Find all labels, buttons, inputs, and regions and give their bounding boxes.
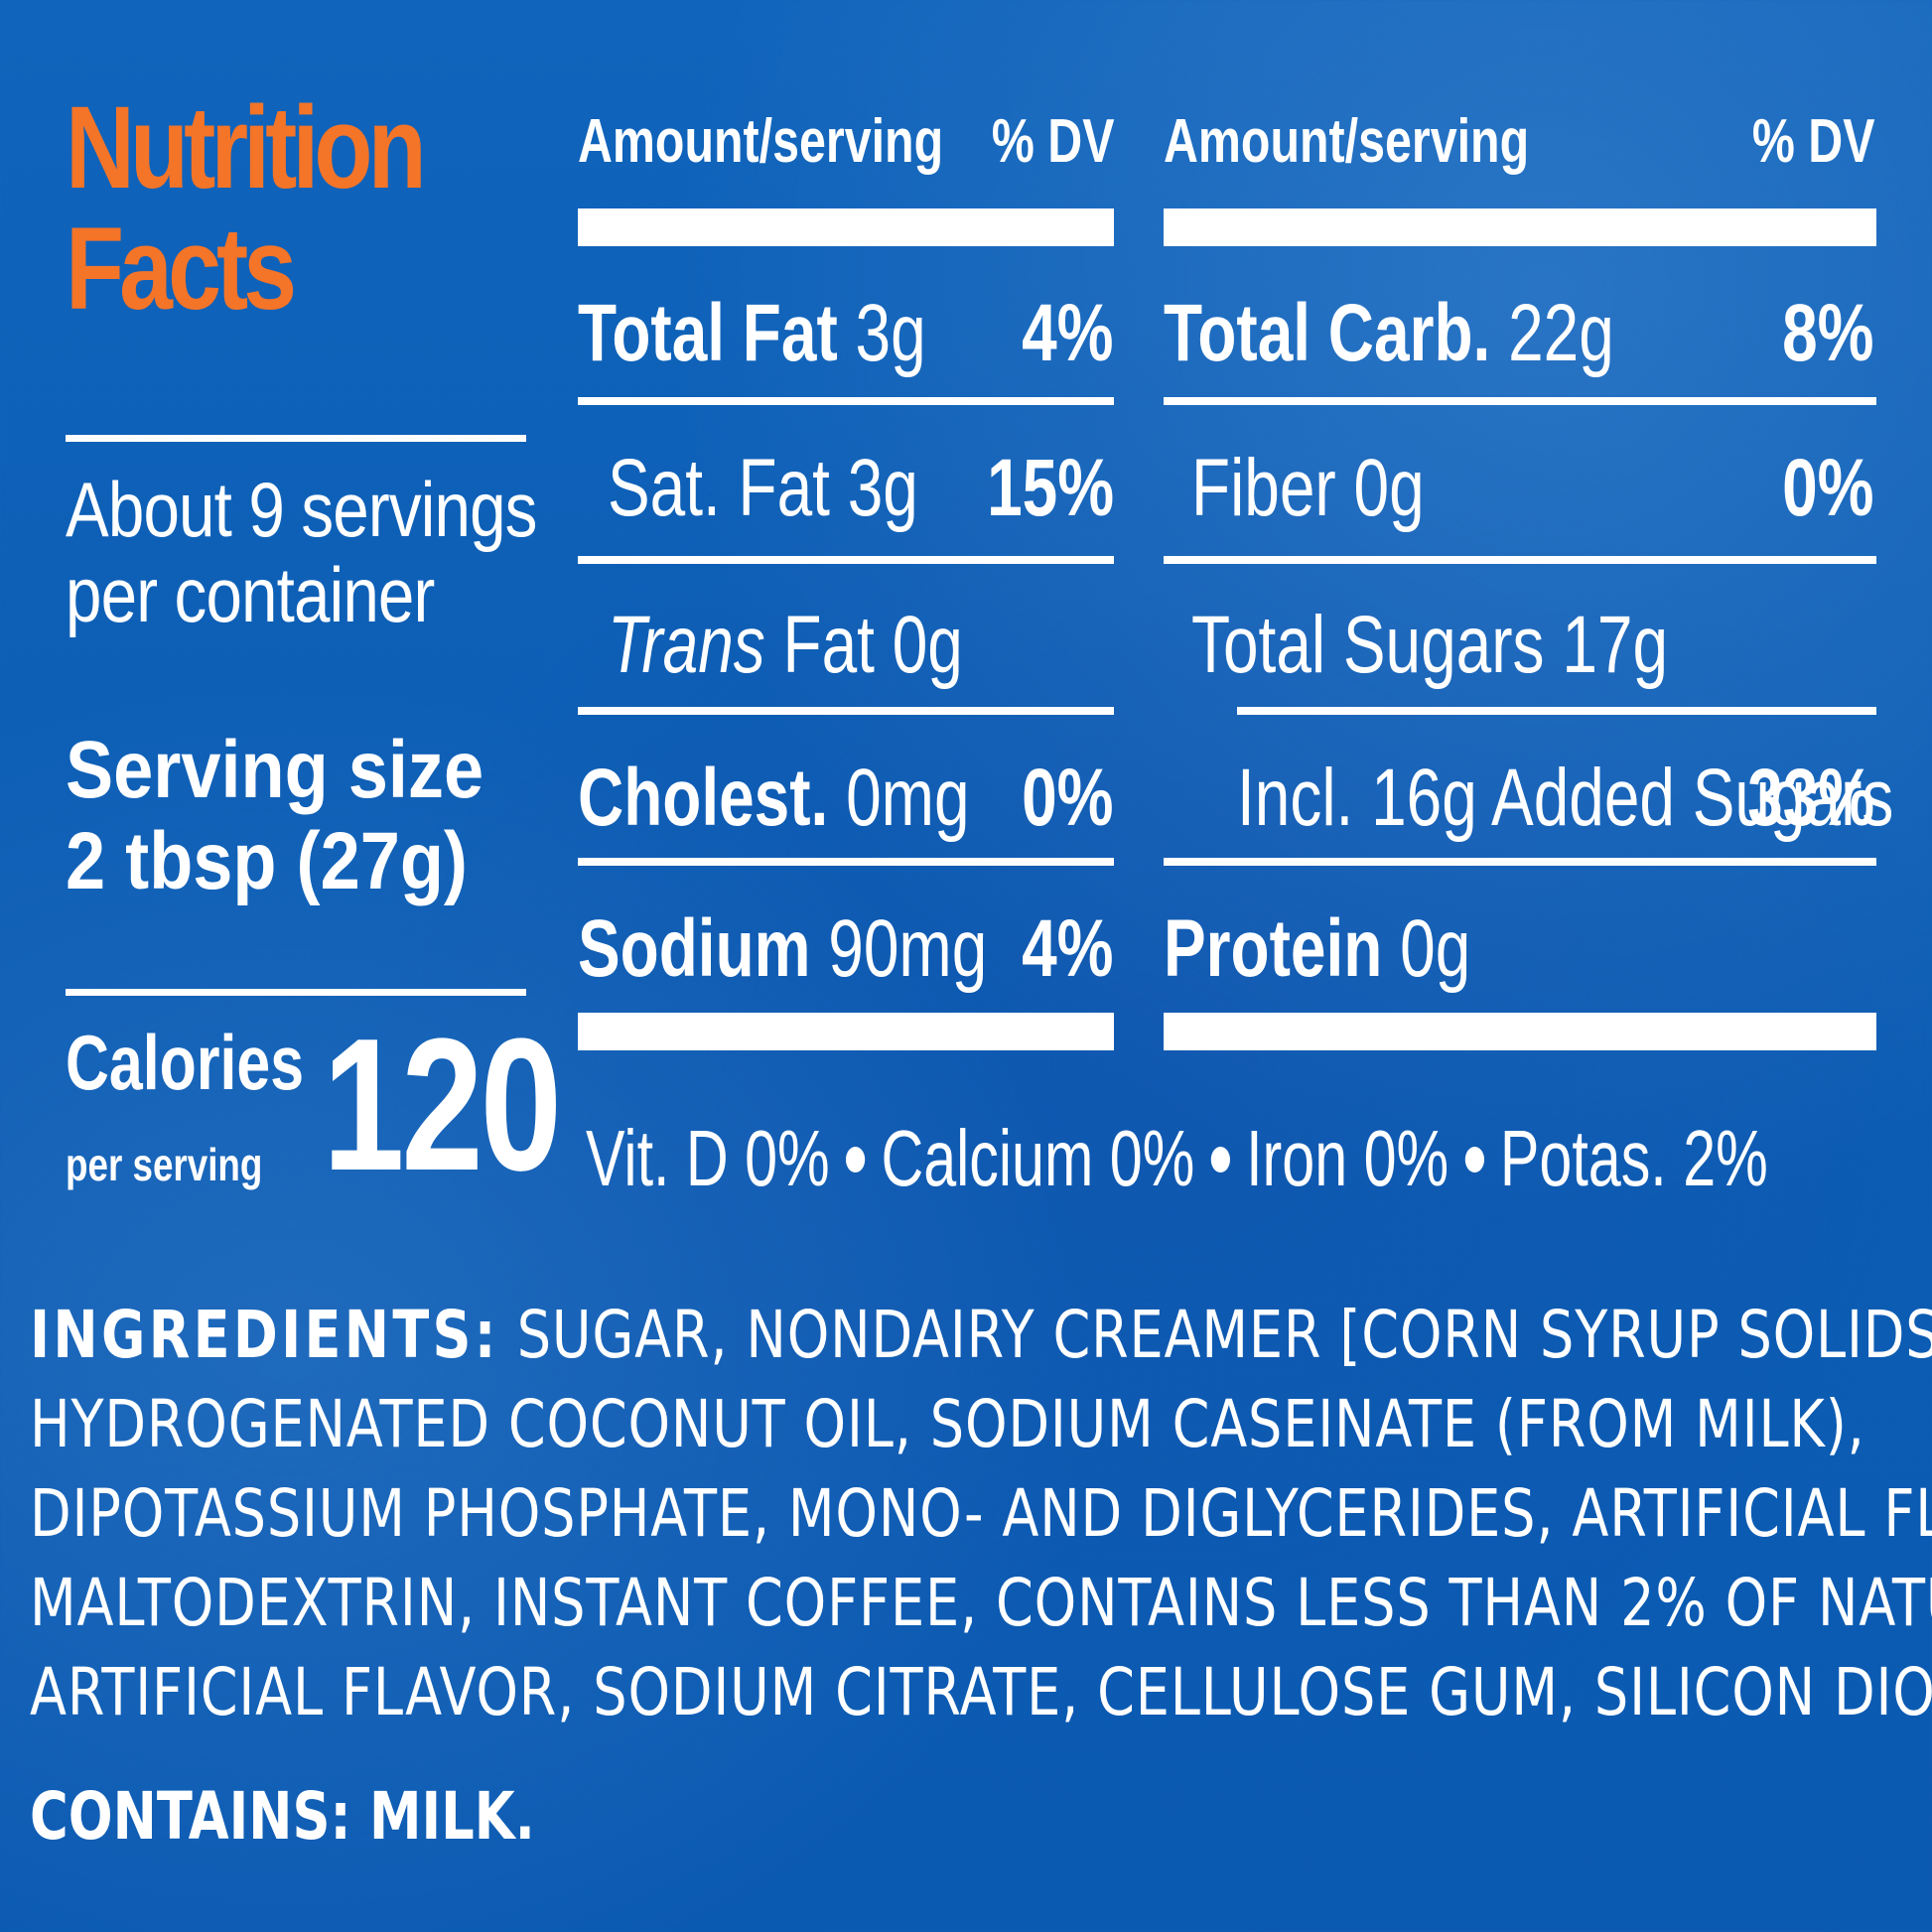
nutrient-name: Sodium — [578, 903, 811, 994]
nutrient-name-italic: Trans — [608, 600, 765, 690]
left-thick-rule-bottom — [578, 1013, 1114, 1050]
nutrient-amount: 3g — [855, 288, 926, 378]
calories-value: 120 — [323, 1000, 562, 1210]
left-header-dv: % DV — [991, 107, 1114, 176]
ingredients-text: SUGAR, NONDAIRY CREAMER [CORN SYRUP SOLI… — [498, 1297, 1932, 1373]
row-divider — [1164, 397, 1876, 405]
ingredients-label: INGREDIENTS: — [30, 1297, 499, 1373]
nutrient-row-total-fat: Total Fat 3g — [578, 288, 926, 379]
nutrient-row-total-sugars: Total Sugars 17g — [1191, 600, 1668, 691]
nutrient-amount: 90mg — [828, 903, 988, 994]
title-line-1: Nutrition — [66, 82, 427, 213]
bullet-icon — [1464, 1146, 1484, 1173]
nutrient-dv-sodium: 4% — [1022, 903, 1114, 994]
nutrient-name: Sat. Fat — [608, 443, 830, 533]
calories-per-serving-label: per serving — [66, 1139, 263, 1190]
row-divider — [1164, 858, 1876, 866]
nutrient-row-added-sugars: Incl. 16g Added Sugars — [1237, 753, 1893, 844]
row-divider — [1164, 556, 1876, 564]
nutrient-dv-fiber: 0% — [1782, 443, 1874, 533]
nutrient-row-sodium: Sodium 90mg — [578, 903, 987, 995]
ingredients-line-3: DIPOTASSIUM PHOSPHATE, MONO- AND DIGLYCE… — [30, 1475, 1932, 1552]
nutrition-facts-title: Nutrition Facts — [66, 82, 427, 335]
right-thick-rule-bottom — [1164, 1013, 1876, 1050]
servings-line-2: per container — [66, 551, 435, 638]
servings-divider — [66, 435, 526, 442]
nutrient-row-total-carb: Total Carb. 22g — [1164, 288, 1614, 379]
nutrient-name: Fiber — [1191, 443, 1336, 533]
nutrient-row-trans-fat: Trans Fat 0g — [608, 600, 963, 691]
row-divider-indented — [1237, 707, 1876, 715]
serving-size-value: 2 tbsp (27g) — [66, 816, 468, 906]
row-divider — [578, 556, 1114, 564]
ingredients-line-2: HYDROGENATED COCONUT OIL, SODIUM CASEINA… — [30, 1386, 1865, 1462]
serving-size-label: Serving size — [66, 725, 484, 815]
nutrient-amount: 0mg — [846, 753, 970, 843]
nutrient-amount: 0g — [1353, 443, 1425, 533]
nutrient-name: Total Sugars — [1191, 600, 1545, 690]
nutrient-dv-added-sugars: 33% — [1746, 753, 1874, 843]
nutrient-name: Total Fat — [578, 288, 838, 378]
potassium: Potas. 2% — [1499, 1114, 1768, 1202]
right-header-amount: Amount/serving — [1164, 107, 1530, 176]
nutrient-name: Total Carb. — [1164, 288, 1491, 378]
left-thick-rule-top — [578, 208, 1114, 246]
nutrient-name: Incl. 16g Added Sugars — [1237, 753, 1894, 843]
nutrient-dv-total-carb: 8% — [1782, 288, 1874, 378]
nutrient-dv-sat-fat: 15% — [986, 443, 1114, 533]
bullet-icon — [1210, 1146, 1230, 1173]
ingredients-line-4: MALTODEXTRIN, INSTANT COFFEE, CONTAINS L… — [30, 1565, 1932, 1641]
allergen-statement: CONTAINS: MILK. — [30, 1778, 535, 1855]
bullet-icon — [845, 1146, 866, 1173]
nutrient-row-sat-fat: Sat. Fat 3g — [608, 443, 918, 534]
vitamins-minerals-line: Vit. D 0% Calcium 0% Iron 0% Potas. 2% — [586, 1114, 1768, 1203]
vitamin-d: Vit. D 0% — [586, 1114, 830, 1202]
ingredients-line-5: ARTIFICIAL FLAVOR, SODIUM CITRATE, CELLU… — [30, 1654, 1932, 1730]
nutrient-row-fiber: Fiber 0g — [1191, 443, 1425, 534]
row-divider — [578, 397, 1114, 405]
nutrient-dv-total-fat: 4% — [1022, 288, 1114, 378]
nutrient-row-cholesterol: Cholest. 0mg — [578, 753, 970, 844]
nutrient-name: Protein — [1164, 903, 1383, 994]
nutrient-name: Fat — [782, 600, 875, 690]
nutrient-amount: 0g — [892, 600, 963, 690]
nutrient-amount: 3g — [847, 443, 918, 533]
ingredients-line-1: INGREDIENTS: SUGAR, NONDAIRY CREAMER [CO… — [30, 1291, 1932, 1380]
nutrient-row-protein: Protein 0g — [1164, 903, 1470, 995]
iron: Iron 0% — [1246, 1114, 1449, 1202]
servings-line-1: About 9 servings — [66, 466, 537, 553]
nutrient-amount: 22g — [1508, 288, 1614, 378]
ingredients-block: INGREDIENTS: SUGAR, NONDAIRY CREAMER [CO… — [30, 1291, 1932, 1737]
servings-per-container: About 9 servings per container — [66, 467, 537, 637]
row-divider — [578, 707, 1114, 715]
serving-size: Serving size 2 tbsp (27g) — [66, 725, 483, 907]
calcium: Calcium 0% — [881, 1114, 1195, 1202]
nutrient-name: Cholest. — [578, 753, 829, 843]
nutrient-amount: 0g — [1400, 903, 1471, 994]
calories-divider — [66, 989, 526, 996]
nutrient-dv-cholesterol: 0% — [1022, 753, 1114, 843]
right-thick-rule-top — [1164, 208, 1876, 246]
row-divider — [578, 858, 1114, 866]
calories-label: Calories — [66, 1019, 305, 1106]
nutrient-amount: 17g — [1562, 600, 1669, 690]
right-header-dv: % DV — [1751, 107, 1874, 176]
title-line-2: Facts — [66, 204, 297, 335]
left-header-amount: Amount/serving — [578, 107, 944, 176]
